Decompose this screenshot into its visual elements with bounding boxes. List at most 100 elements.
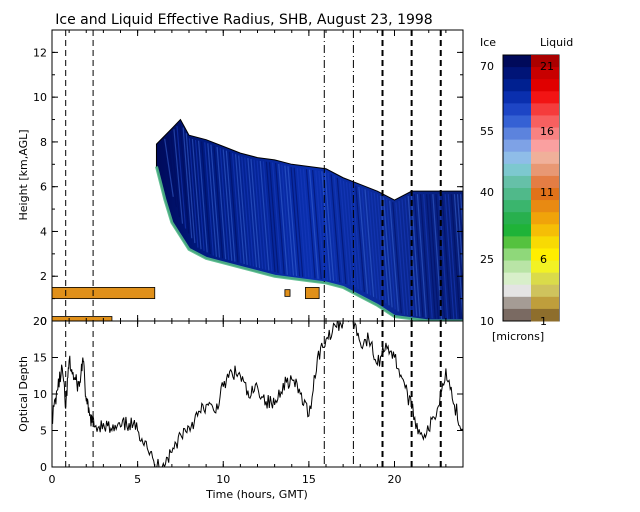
colorbar-ice-cell — [503, 67, 531, 80]
ice-streak — [275, 163, 285, 275]
ice-streak — [444, 194, 455, 320]
colorbar-ice-cell — [503, 248, 531, 262]
ice-streak — [333, 176, 344, 284]
ice-streak — [259, 160, 270, 271]
colorbar-ice-tick-label: 70 — [480, 60, 494, 73]
ice-streak — [161, 141, 171, 185]
colorbar-liquid-cell — [531, 284, 559, 298]
ice-streak — [228, 151, 239, 263]
y-tick-label: 10 — [33, 91, 47, 104]
ice-streak — [250, 158, 261, 269]
ice-streak — [216, 146, 227, 260]
ice-streak — [219, 148, 230, 261]
colorbar-ice-tick-label: 55 — [480, 125, 494, 138]
ice-streak — [238, 155, 248, 265]
ice-streak — [256, 160, 267, 270]
ice-streak — [416, 194, 427, 318]
colorbar-liquid-cell — [531, 139, 559, 153]
colorbar-liquid-label: Liquid — [540, 36, 573, 49]
colorbar-liquid-tick-label: 11 — [540, 186, 554, 199]
colorbar-liquid-tick-label: 1 — [540, 315, 547, 328]
colorbar-ice-cell — [503, 272, 531, 286]
ice-streak — [423, 194, 433, 319]
ice-streak — [450, 194, 461, 320]
ice-streak — [234, 154, 245, 265]
colorbar-ice-cell — [503, 200, 531, 213]
ice-streak — [364, 189, 375, 297]
ice-streak — [302, 168, 313, 279]
colorbar-liquid-cell — [531, 308, 559, 322]
y-tick-label: 4 — [40, 225, 47, 238]
ice-streak — [336, 177, 347, 284]
colorbar-liquid-cell — [531, 103, 559, 116]
bottom-plot-frame — [51, 320, 464, 468]
y-tick-label: 12 — [33, 46, 47, 59]
colorbar-liquid-strip — [531, 55, 559, 322]
colorbar-liquid-cell — [531, 115, 559, 129]
ice-streak — [173, 129, 184, 224]
ice-streak — [312, 169, 322, 280]
colorbar-ice-cell — [503, 296, 531, 310]
ice-streak — [262, 161, 273, 272]
colorbar-ice-cell — [503, 224, 531, 237]
optical-depth-axis-label: Optical Depth — [17, 356, 30, 432]
ice-streak — [327, 172, 338, 282]
ice-streak — [222, 149, 233, 261]
colorbar-liquid-tick-label: 21 — [540, 60, 554, 73]
liquid-layer — [305, 287, 320, 300]
ice-streak — [352, 184, 362, 291]
ice-streak — [349, 183, 359, 289]
y-tick-label: 5 — [40, 425, 47, 438]
ice-streak — [413, 194, 424, 318]
y-tick-label: 15 — [33, 352, 47, 365]
ice-streak — [265, 161, 276, 273]
x-tick-label: 10 — [216, 473, 230, 486]
ice-streak — [407, 195, 418, 317]
ice-streak — [197, 140, 208, 253]
colorbar-liquid-cell — [531, 91, 559, 104]
ice-streak — [176, 126, 187, 229]
colorbar-ticks: 70 55 40 25 10 21 16 11 6 1 — [480, 60, 554, 328]
colorbar-liquid-cell — [531, 224, 559, 237]
ice-streak — [191, 139, 202, 250]
colorbar-ice-cell — [503, 212, 531, 225]
ice-streak — [241, 156, 251, 266]
colorbar-ice-cell — [503, 260, 531, 274]
x-tick-label: 20 — [388, 473, 402, 486]
ice-streak — [355, 185, 365, 293]
colorbar-ice-cell — [503, 163, 531, 177]
colorbar-liquid-tick-label: 16 — [540, 125, 554, 138]
colorbar-ice-cell — [503, 188, 531, 201]
colorbar-ice-tick-label: 40 — [480, 186, 494, 199]
colorbar-liquid-cell — [531, 175, 559, 189]
ice-streak — [290, 167, 301, 277]
liquid-layer — [52, 287, 156, 300]
colorbar-ice-cell — [503, 115, 531, 129]
ice-streak — [429, 194, 439, 320]
ice-streak — [392, 202, 402, 314]
colorbar-ice-tick-label: 25 — [480, 253, 494, 266]
ice-streak — [318, 170, 328, 281]
ice-streak — [441, 194, 452, 320]
top-y-axis: 0 2 4 6 8 10 12 — [33, 29, 463, 328]
colorbar-liquid-cell — [531, 248, 559, 262]
ice-streak — [315, 170, 325, 280]
ice-streak — [244, 157, 254, 267]
optical-depth-series — [52, 321, 463, 467]
height-axis-label: Height [km,AGL] — [17, 129, 30, 220]
ice-streak — [401, 199, 412, 316]
ice-streak — [367, 190, 378, 299]
ice-streak — [382, 197, 393, 308]
ice-streak — [204, 142, 214, 256]
ice-streak — [287, 166, 298, 277]
ice-streak — [389, 200, 399, 312]
ice-streak — [435, 194, 446, 320]
ice-streak — [207, 143, 217, 257]
colorbar-ice-tick-label: 10 — [480, 315, 494, 328]
top-x-axis — [51, 30, 447, 321]
ice-streak — [398, 200, 409, 316]
colorbar-liquid-cell — [531, 67, 559, 80]
optical-depth-panel: 0 5 10 15 20 0 5 10 15 20 Optical Depth Time (ho… — [17, 315, 464, 501]
ice-streak — [231, 152, 242, 264]
